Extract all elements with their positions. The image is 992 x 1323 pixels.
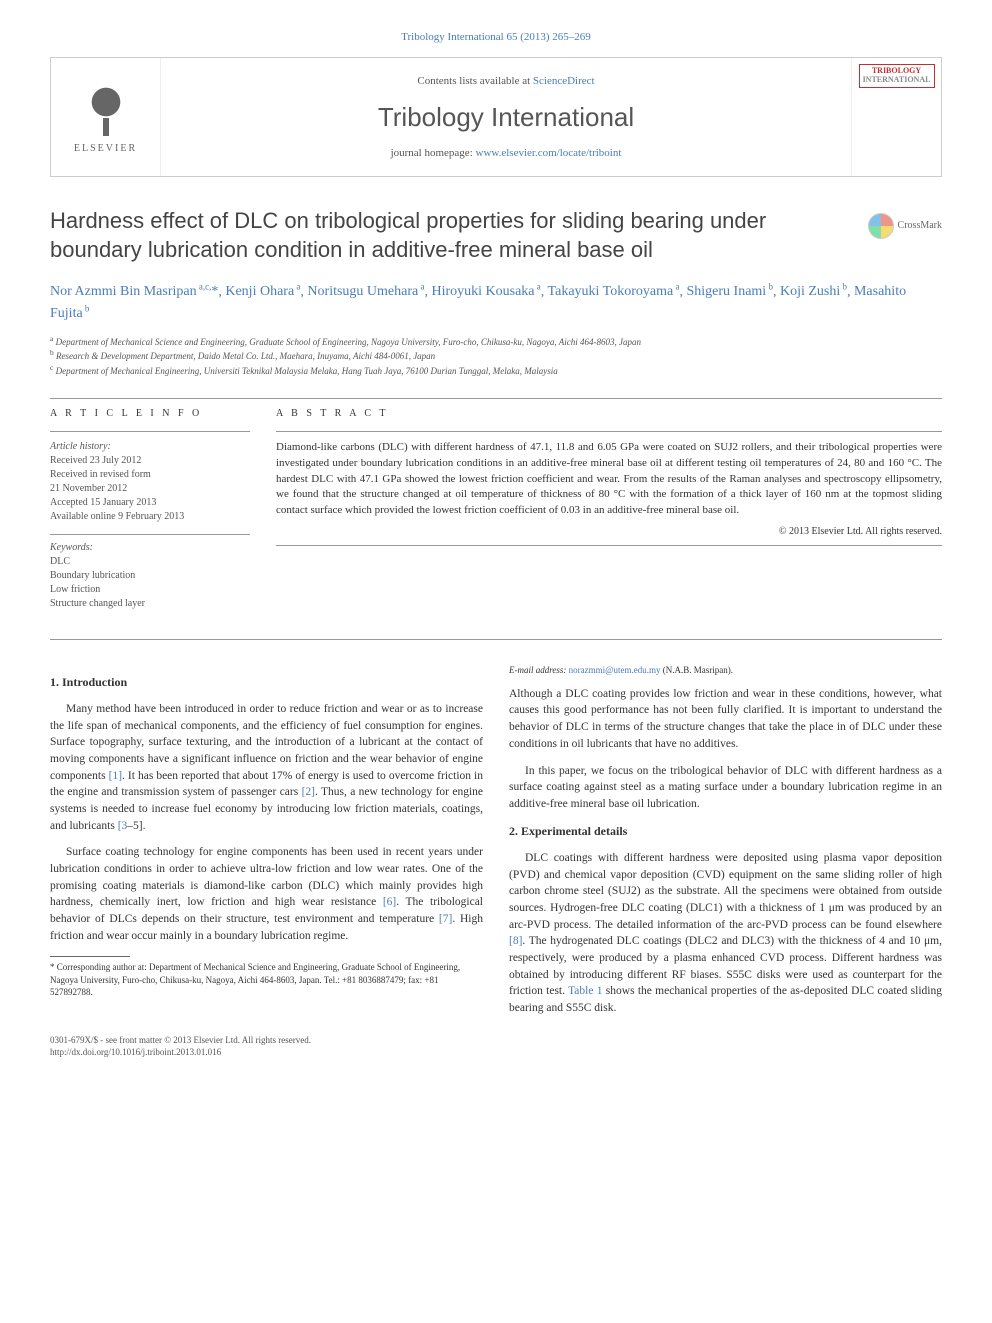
cover-title: TRIBOLOGY INTERNATIONAL xyxy=(859,64,935,88)
body-columns: 1. Introduction Many method have been in… xyxy=(50,664,942,1018)
authors: Nor Azmmi Bin Masripan a,c,*, Kenji Ohar… xyxy=(50,281,942,324)
journal-header: ELSEVIER Contents lists available at Sci… xyxy=(50,57,942,177)
abstract-text: Diamond-like carbons (DLC) with differen… xyxy=(276,440,942,520)
affiliation: a Department of Mechanical Science and E… xyxy=(50,334,942,349)
body-para: In this paper, we focus on the tribologi… xyxy=(509,763,942,813)
divider xyxy=(50,639,942,640)
keyword: Boundary lubrication xyxy=(50,569,250,583)
citation-header: Tribology International 65 (2013) 265–26… xyxy=(50,30,942,45)
elsevier-tree-icon xyxy=(76,78,136,138)
ref-link[interactable]: [3 xyxy=(118,820,128,832)
keyword: Structure changed layer xyxy=(50,597,250,611)
publisher-name: ELSEVIER xyxy=(74,142,137,156)
publisher-logo: ELSEVIER xyxy=(51,58,161,176)
article-title: Hardness effect of DLC on tribological p… xyxy=(50,207,942,264)
journal-cover: TRIBOLOGY INTERNATIONAL xyxy=(851,58,941,176)
abstract-copyright: © 2013 Elsevier Ltd. All rights reserved… xyxy=(276,525,942,539)
history-label: Article history: xyxy=(50,440,250,454)
sciencedirect-link[interactable]: ScienceDirect xyxy=(533,75,595,87)
homepage-prefix: journal homepage: xyxy=(391,147,476,159)
history-line: Accepted 15 January 2013 xyxy=(50,496,250,510)
history-line: Available online 9 February 2013 xyxy=(50,510,250,524)
keywords-label: Keywords: xyxy=(50,541,250,555)
keyword: DLC xyxy=(50,555,250,569)
footer-line: 0301-679X/$ - see front matter © 2013 El… xyxy=(50,1035,942,1047)
author: Kenji Ohara a xyxy=(225,284,300,299)
email-link[interactable]: norazmmi@utem.edu.my xyxy=(569,665,661,675)
crossmark-icon xyxy=(868,213,894,239)
author: Koji Zushi b xyxy=(780,284,847,299)
footnote-separator xyxy=(50,956,130,957)
author: Hiroyuki Kousaka a xyxy=(431,284,540,299)
crossmark-badge[interactable]: CrossMark xyxy=(868,213,942,239)
journal-name: Tribology International xyxy=(378,99,634,135)
homepage-line: journal homepage: www.elsevier.com/locat… xyxy=(391,146,622,161)
affiliations: a Department of Mechanical Science and E… xyxy=(50,334,942,378)
affiliation: c Department of Mechanical Engineering, … xyxy=(50,363,942,378)
contents-line: Contents lists available at ScienceDirec… xyxy=(417,74,594,89)
ref-link[interactable]: [2] xyxy=(302,786,315,798)
history-line: 21 November 2012 xyxy=(50,482,250,496)
author: Shigeru Inami b xyxy=(686,284,772,299)
ref-link[interactable]: [7] xyxy=(439,913,452,925)
table-link[interactable]: Table 1 xyxy=(568,985,602,997)
email-footnote: E-mail address: norazmmi@utem.edu.my (N.… xyxy=(509,664,942,676)
footer-doi: http://dx.doi.org/10.1016/j.triboint.201… xyxy=(50,1047,942,1059)
abstract: A B S T R A C T Diamond-like carbons (DL… xyxy=(276,407,942,611)
article-info: A R T I C L E I N F O Article history: R… xyxy=(50,407,250,611)
header-center: Contents lists available at ScienceDirec… xyxy=(161,58,851,176)
divider xyxy=(50,398,942,399)
affiliation: b Research & Development Department, Dai… xyxy=(50,348,942,363)
page-footer: 0301-679X/$ - see front matter © 2013 El… xyxy=(50,1035,942,1058)
homepage-link[interactable]: www.elsevier.com/locate/triboint xyxy=(476,147,622,159)
ref-link[interactable]: [6] xyxy=(383,896,396,908)
author: Takayuki Tokoroyama a xyxy=(548,284,680,299)
history-line: Received 23 July 2012 xyxy=(50,454,250,468)
corresponding-footnote: * Corresponding author at: Department of… xyxy=(50,961,483,997)
author: Nor Azmmi Bin Masripan a,c,* xyxy=(50,284,218,299)
keyword: Low friction xyxy=(50,583,250,597)
body-para: DLC coatings with different hardness wer… xyxy=(509,850,942,1017)
ref-link[interactable]: [1] xyxy=(109,770,122,782)
body-para: Surface coating technology for engine co… xyxy=(50,844,483,944)
section-heading: 1. Introduction xyxy=(50,674,483,691)
ref-link[interactable]: [8] xyxy=(509,935,522,947)
article-info-heading: A R T I C L E I N F O xyxy=(50,407,250,421)
section-heading: 2. Experimental details xyxy=(509,823,942,840)
crossmark-label: CrossMark xyxy=(898,219,942,233)
body-para: Many method have been introduced in orde… xyxy=(50,701,483,834)
body-para: Although a DLC coating provides low fric… xyxy=(509,686,942,753)
history-line: Received in revised form xyxy=(50,468,250,482)
author: Noritsugu Umehara a xyxy=(307,284,424,299)
abstract-heading: A B S T R A C T xyxy=(276,407,942,421)
contents-prefix: Contents lists available at xyxy=(417,75,532,87)
